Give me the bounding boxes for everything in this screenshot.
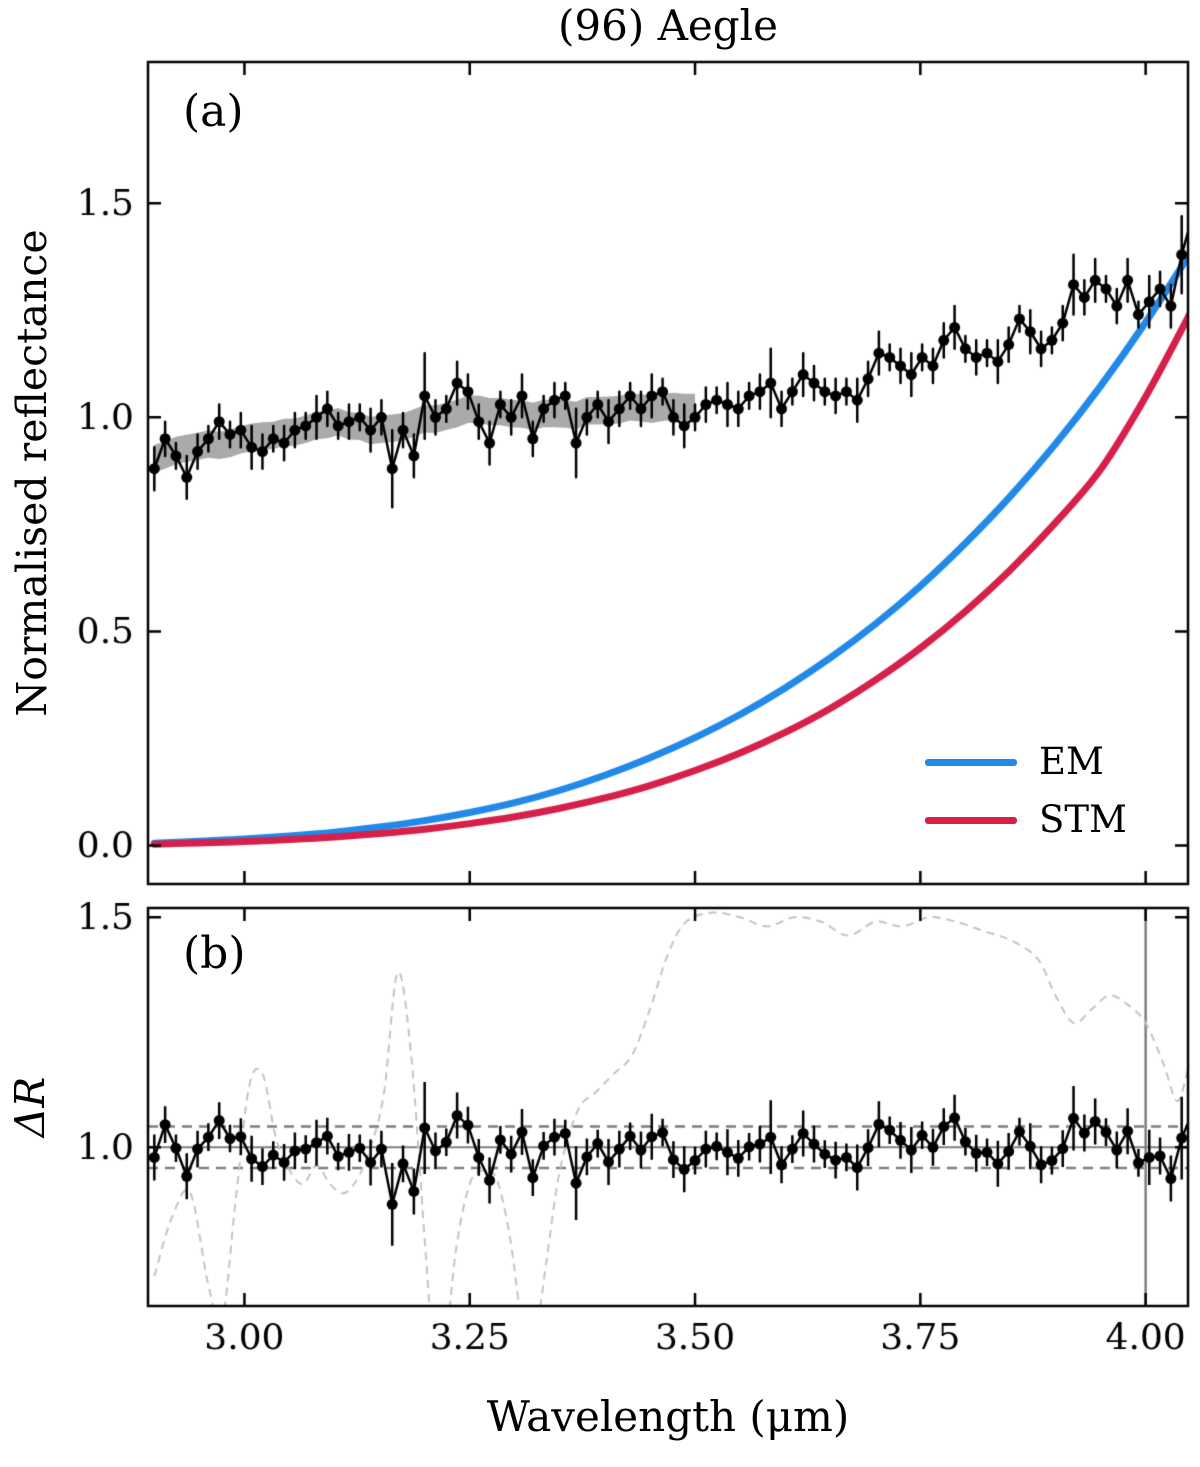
panel-a-label: (a): [183, 86, 244, 137]
legend-item-stm: STM: [925, 798, 1127, 842]
legend-item-em: EM: [925, 740, 1127, 784]
y-axis-label-delta-r: ΔR: [6, 1076, 54, 1138]
panel-b-label: (b): [183, 928, 246, 979]
legend-label-em: EM: [1039, 740, 1104, 783]
y-axis-label-reflectance: Normalised reflectance: [8, 229, 56, 717]
chart-title: (96) Aegle: [558, 1, 778, 50]
em-line-swatch: [925, 758, 1017, 766]
legend: EM STM: [925, 740, 1127, 842]
stm-line-swatch: [925, 816, 1017, 824]
x-axis-label: Wavelength (μm): [486, 1392, 850, 1441]
legend-label-stm: STM: [1039, 798, 1127, 841]
